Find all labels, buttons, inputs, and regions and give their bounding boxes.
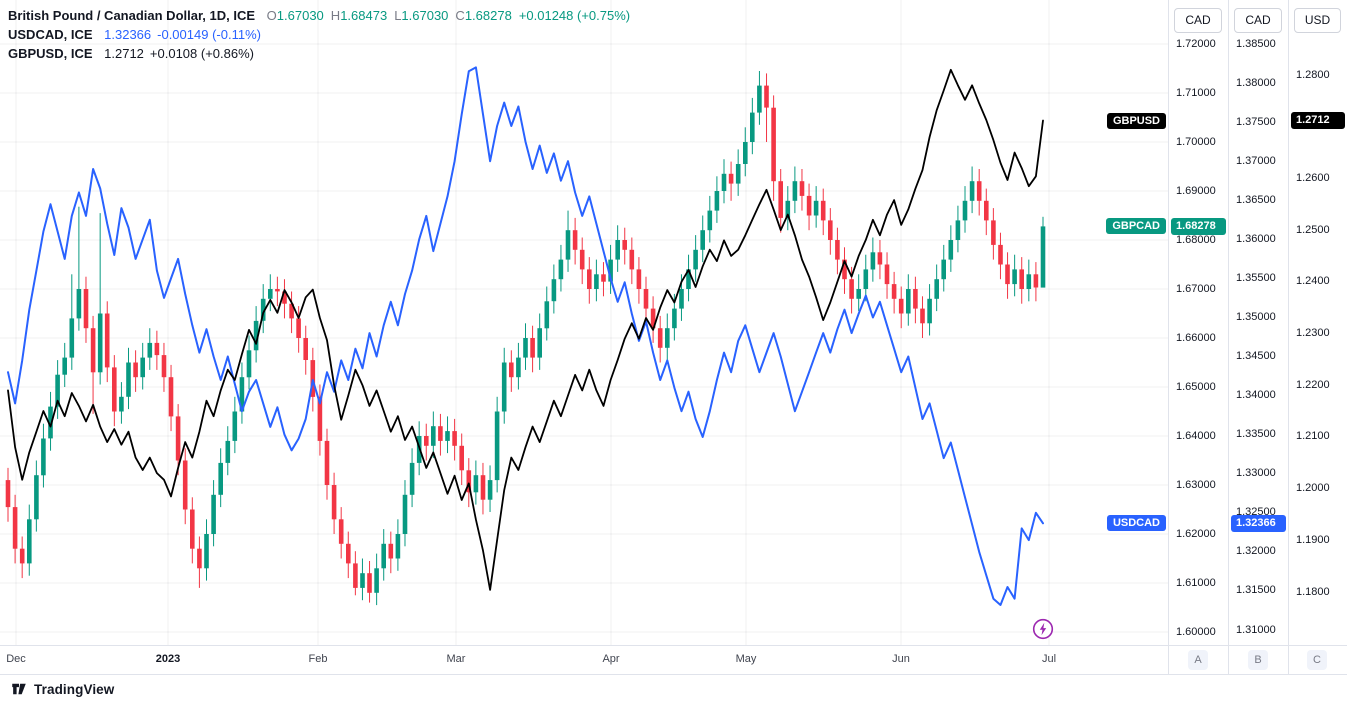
axis-price-pill-cad_mid: 1.32366: [1231, 514, 1286, 532]
ohlc-high-value: 1.68473: [340, 8, 388, 23]
overlay-row-gbpusd[interactable]: GBPUSD, ICE 1.2712 +0.0108 (+0.86%): [8, 44, 637, 63]
price-tick: 1.35500: [1236, 271, 1276, 284]
price-tick: 1.35000: [1236, 311, 1276, 323]
footer: TradingView: [0, 674, 1347, 704]
price-tick: 1.71000: [1176, 86, 1216, 99]
price-tick: 1.31000: [1236, 623, 1276, 636]
price-axis-cad_mid[interactable]: CAD 1.38500 1.38000 1.37500 1.37000 1.36500 1…: [1228, 0, 1289, 645]
ohlc-high-label: H: [330, 8, 341, 23]
price-ticks-usd: 1.28001.27001.26001.25001.24001.23001.22…: [1289, 0, 1347, 645]
scale-button-b[interactable]: B: [1248, 650, 1268, 670]
overlay-usdcad-values: 1.32366 -0.00149 (-0.11%): [104, 27, 267, 42]
price-tick: 1.34000: [1236, 389, 1276, 402]
price-tick: 1.2400: [1296, 275, 1330, 288]
price-tick: 1.34500: [1236, 350, 1276, 362]
main-symbol-title[interactable]: British Pound / Canadian Dollar, 1D, ICE: [8, 8, 256, 23]
ohlc-close-value: 1.68278: [464, 8, 512, 23]
overlay-gbpusd-price: 1.2712: [104, 46, 144, 61]
price-tick: 1.67000: [1176, 282, 1216, 295]
price-tick: 1.2200: [1296, 378, 1330, 391]
price-tick: 1.68000: [1176, 233, 1216, 246]
price-ticks-cad-mid: 1.38500 1.38000 1.37500 1.37000 1.36500 1.360…: [1229, 0, 1289, 645]
price-chart-canvas[interactable]: [0, 0, 1168, 645]
price-tick: 1.33500: [1236, 428, 1276, 441]
price-tick: 1.2800: [1296, 68, 1330, 81]
main-change: +0.01248 (+0.75%): [518, 8, 631, 23]
price-tick: 1.38000: [1236, 76, 1276, 89]
price-tick: 1.64000: [1176, 429, 1216, 442]
price-tick: 1.60000: [1176, 625, 1216, 638]
time-tick-label: Feb: [308, 653, 328, 665]
axis-separator: [1228, 646, 1229, 674]
axis-separator: [1168, 646, 1169, 674]
main-symbol-row[interactable]: British Pound / Canadian Dollar, 1D, ICE…: [8, 6, 637, 25]
time-tick-label: Jun: [892, 653, 910, 665]
price-tick: 1.36500: [1236, 193, 1276, 206]
price-tick: 1.36000: [1236, 232, 1276, 245]
price-tick: 1.2500: [1296, 223, 1330, 236]
axis-price-pill-usd: 1.2712: [1291, 112, 1345, 129]
price-tick: 1.65000: [1176, 380, 1216, 393]
axis-separator: [1288, 646, 1289, 674]
price-tick: 1.63000: [1176, 478, 1216, 491]
price-tick: 1.31500: [1236, 584, 1276, 597]
price-tick: 1.2100: [1296, 430, 1330, 443]
overlay-gbpusd-change: +0.0108 (+0.86%): [149, 46, 254, 61]
axis-price-pill-cad_left: 1.68278: [1171, 217, 1226, 235]
brand-name: TradingView: [34, 681, 115, 697]
price-tick: 1.70000: [1176, 135, 1216, 148]
ohlc-low-label: L: [394, 8, 402, 23]
price-tick: 1.2000: [1296, 482, 1330, 495]
overlay-usdcad-price: 1.32366: [104, 27, 152, 42]
ohlc-close-label: C: [455, 8, 465, 23]
legend: British Pound / Canadian Dollar, 1D, ICE…: [8, 6, 637, 63]
price-tick: 1.1900: [1296, 533, 1330, 546]
ohlc-readout: O1.67030 H1.68473 L1.67030 C1.68278 +0.01248…: [267, 8, 637, 23]
price-tick: 1.33000: [1236, 467, 1276, 480]
overlay-usdcad-symbol[interactable]: USDCAD, ICE: [8, 27, 93, 42]
series-pill-gbpcad: GBPCAD: [1106, 218, 1166, 235]
time-tick-label: May: [735, 653, 757, 665]
price-tick: 1.2600: [1296, 171, 1330, 184]
currency-button-usd[interactable]: USD: [1294, 8, 1341, 33]
price-tick: 1.62000: [1176, 527, 1216, 540]
time-tick-label: Jul: [1041, 653, 1057, 665]
price-tick: 1.38500: [1236, 37, 1276, 50]
ohlc-open-value: 1.67030: [276, 8, 324, 23]
chart-pane[interactable]: British Pound / Canadian Dollar, 1D, ICE…: [0, 0, 1168, 645]
price-tick: 1.1800: [1296, 585, 1330, 598]
scale-button-a[interactable]: A: [1188, 650, 1208, 670]
price-axis-cad_left[interactable]: CAD 1.72000 1.71000 1.70000 1.69000 1.68000 1…: [1168, 0, 1229, 645]
time-tick-label: Mar: [446, 653, 466, 665]
overlay-usdcad-change: -0.00149 (-0.11%): [157, 27, 261, 42]
tradingview-logo-link[interactable]: TradingView: [10, 680, 114, 698]
time-tick-label: Dec: [6, 653, 26, 665]
price-axis-usd[interactable]: USD 1.28001.27001.26001.25001.24001.2300…: [1288, 0, 1347, 645]
price-tick: 1.69000: [1176, 184, 1216, 197]
price-ticks-cad-left: 1.72000 1.71000 1.70000 1.69000 1.68000 1.670…: [1169, 0, 1229, 645]
tradingview-logo-icon: [12, 683, 26, 695]
overlay-gbpusd-values: 1.2712 +0.0108 (+0.86%): [104, 46, 260, 61]
time-tick-label: 2023: [155, 653, 181, 665]
series-pill-usdcad: USDCAD: [1106, 515, 1166, 532]
series-pill-gbpusd: GBPUSD: [1106, 112, 1166, 129]
ohlc-low-value: 1.67030: [401, 8, 449, 23]
scale-button-c[interactable]: C: [1307, 650, 1327, 670]
time-axis[interactable]: Dec 2023 Feb Mar Apr May Jun Jul A B C: [0, 645, 1347, 674]
ohlc-open-label: O: [266, 8, 277, 23]
overlay-row-usdcad[interactable]: USDCAD, ICE 1.32366 -0.00149 (-0.11%): [8, 25, 637, 44]
overlay-gbpusd-symbol[interactable]: GBPUSD, ICE: [8, 46, 93, 61]
price-tick: 1.66000: [1176, 331, 1216, 344]
price-tick: 1.37500: [1236, 115, 1276, 128]
price-tick: 1.72000: [1176, 37, 1216, 50]
price-tick: 1.61000: [1176, 576, 1216, 589]
time-tick-label: Apr: [602, 653, 620, 665]
price-tick: 1.32000: [1236, 545, 1276, 558]
event-marker-icon[interactable]: [1032, 618, 1054, 640]
price-tick: 1.2300: [1296, 327, 1330, 339]
currency-button-cad-left[interactable]: CAD: [1174, 8, 1222, 33]
price-tick: 1.37000: [1236, 154, 1276, 167]
currency-button-cad-mid[interactable]: CAD: [1234, 8, 1282, 33]
